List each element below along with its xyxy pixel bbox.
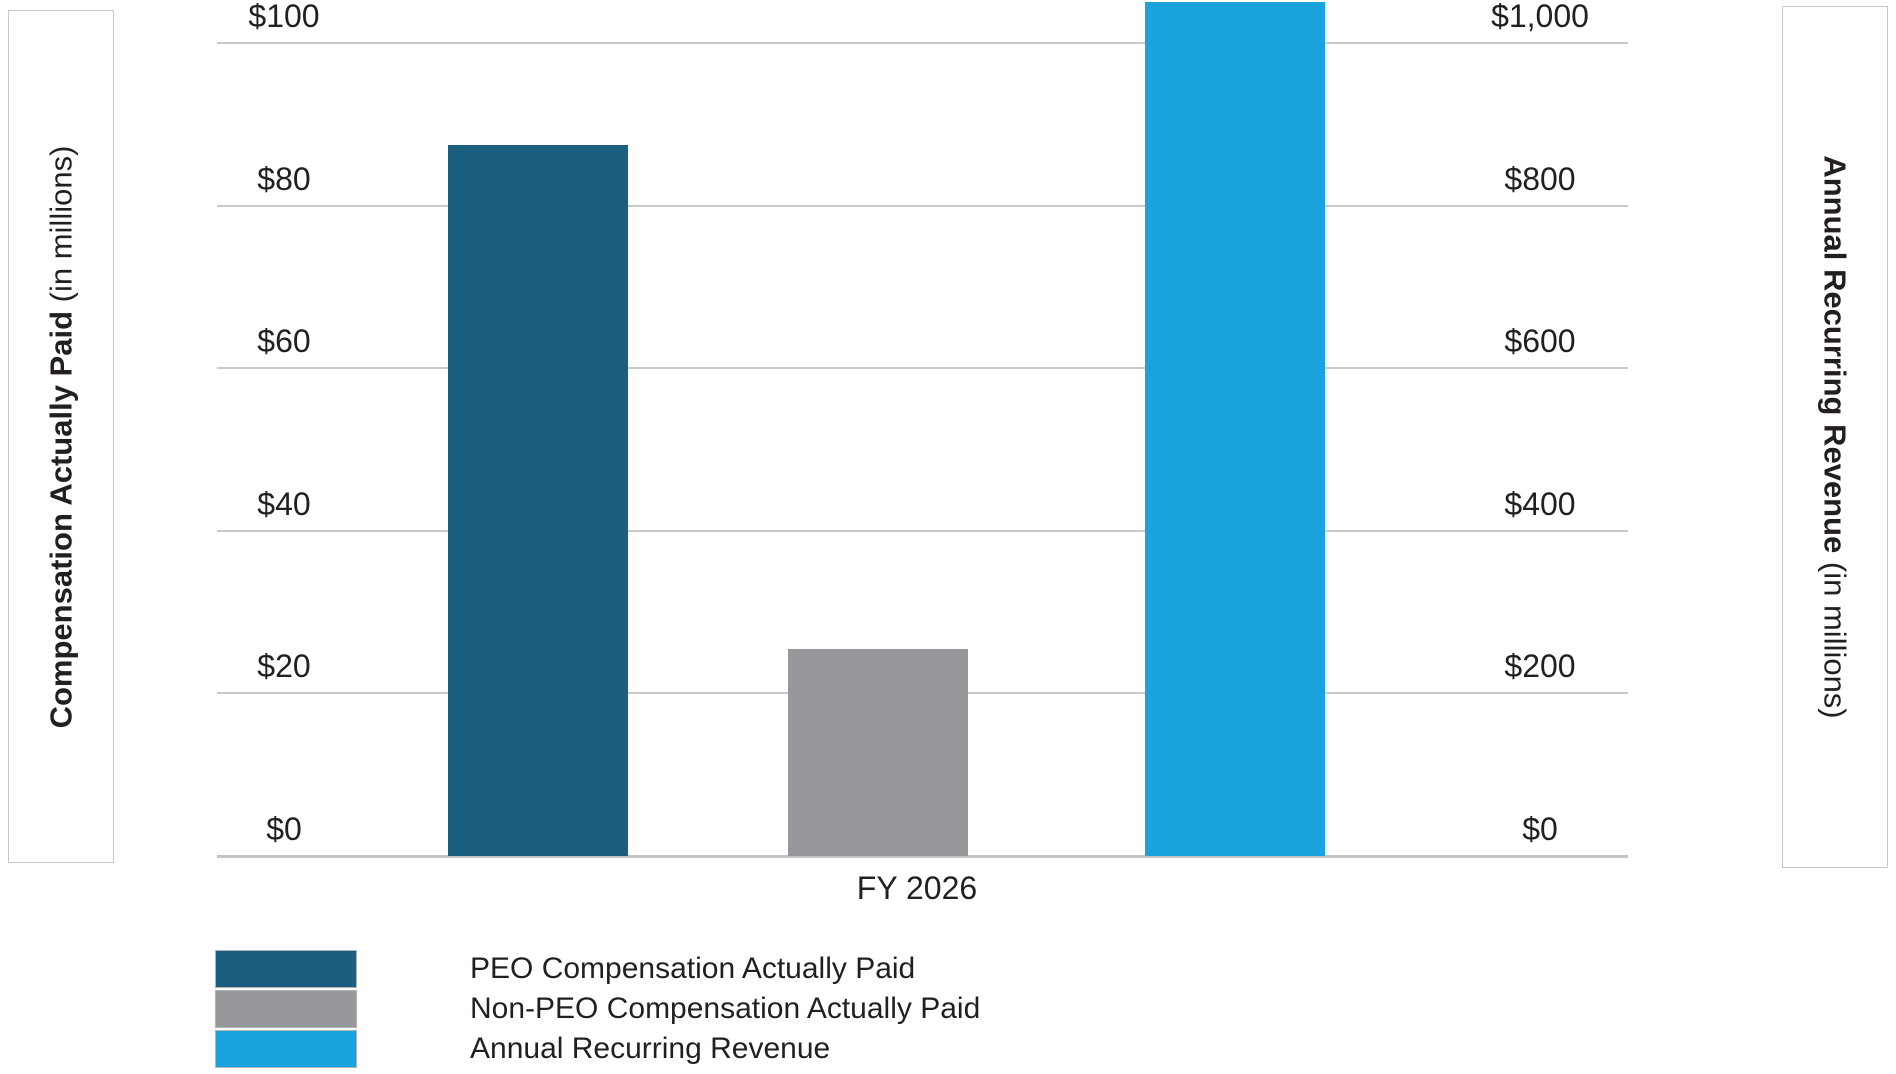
left-axis-tick-label: $80 <box>257 160 311 197</box>
legend-row: PEO Compensation Actually Paid <box>215 949 980 989</box>
legend-label: Annual Recurring Revenue <box>470 1032 831 1065</box>
right-axis-title-box: Annual Recurring Revenue (in millions) <box>1782 6 1888 868</box>
legend-label: PEO Compensation Actually Paid <box>470 952 916 985</box>
legend: PEO Compensation Actually Paid Non-PEO Co… <box>215 949 980 1069</box>
legend-label: Non-PEO Compensation Actually Paid <box>470 992 981 1025</box>
plot-area: $0 $0 $20 $200 $40 $400 $60 $600 $80 $800 $100 $1,0… <box>217 0 1628 858</box>
x-axis-baseline <box>217 855 1628 858</box>
right-axis-tick-label: $200 <box>1504 648 1576 685</box>
legend-row: Annual Recurring Revenue <box>215 1029 980 1069</box>
left-axis-title-box: Compensation Actually Paid (in millions) <box>8 10 114 863</box>
right-axis-title-units: (in millions) <box>1817 553 1853 719</box>
left-axis-title-bold: Compensation Actually Paid <box>43 310 79 728</box>
left-axis-tick-label: $0 <box>266 811 302 847</box>
gridline <box>217 42 1628 44</box>
left-axis-tick-label: $60 <box>257 323 311 360</box>
x-axis-category-label: FY 2026 <box>856 870 978 906</box>
bar-annual-recurring-revenue <box>1145 2 1325 856</box>
left-axis-tick-label: $20 <box>257 648 311 685</box>
left-axis-tick-label: $40 <box>257 485 311 522</box>
legend-row: Non-PEO Compensation Actually Paid <box>215 989 980 1029</box>
right-axis-title-bold: Annual Recurring Revenue <box>1817 155 1853 554</box>
right-axis-tick-label: $800 <box>1504 160 1576 197</box>
right-axis-tick-label: $600 <box>1504 323 1576 360</box>
legend-swatch <box>215 950 357 988</box>
left-axis-tick-label: $100 <box>248 0 320 34</box>
legend-swatch <box>215 990 357 1028</box>
bar-non-peo-compensation-actually-paid <box>788 648 968 856</box>
bar-peo-compensation-actually-paid <box>448 144 628 856</box>
right-axis-tick-label: $0 <box>1522 811 1558 847</box>
right-axis-tick-label: $400 <box>1504 485 1576 522</box>
gridline <box>217 529 1628 532</box>
right-axis-title: Annual Recurring Revenue (in millions) <box>1817 155 1853 719</box>
left-axis-title: Compensation Actually Paid (in millions) <box>43 145 79 728</box>
right-axis-tick-label: $1,000 <box>1491 0 1589 34</box>
gridline <box>217 367 1628 370</box>
gridline <box>217 204 1628 207</box>
left-axis-title-units: (in millions) <box>43 145 79 311</box>
legend-swatch <box>215 1030 357 1068</box>
